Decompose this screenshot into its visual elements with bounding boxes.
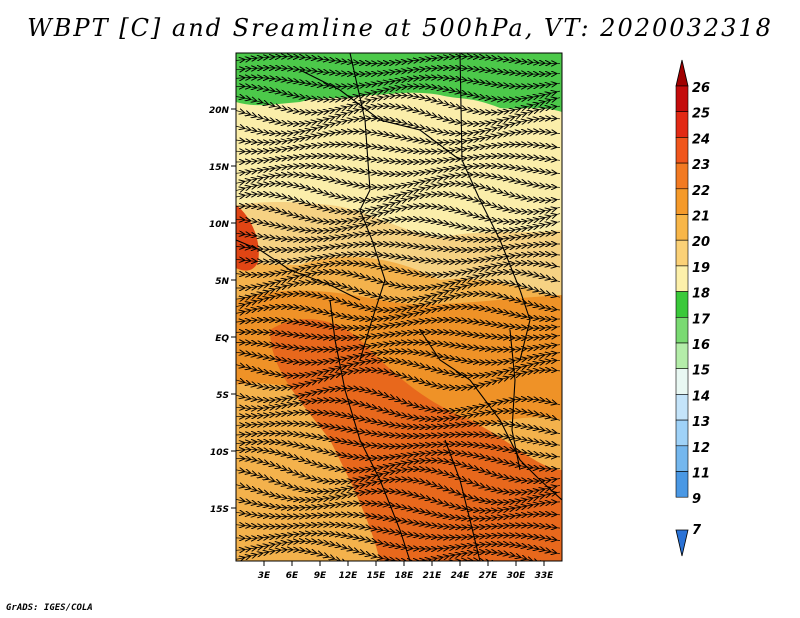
colorbar-label: 19	[692, 261, 710, 276]
colorbar-swatch	[675, 214, 689, 241]
country-borders	[236, 53, 562, 561]
map-frame	[235, 52, 563, 562]
colorbar-label: 14	[692, 389, 710, 404]
country-border	[236, 239, 361, 301]
streamline	[236, 320, 561, 328]
colorbar-label: 7	[692, 523, 702, 538]
country-border	[459, 53, 531, 361]
colorbar-swatch	[675, 162, 689, 190]
country-border	[509, 329, 521, 471]
colorbar-label: 23	[692, 158, 710, 173]
colorbar-label: 24	[692, 132, 710, 147]
lon-label: 3E	[258, 571, 271, 581]
colorbar-swatch	[675, 394, 689, 421]
colorbar-swatch	[675, 239, 689, 267]
country-border	[329, 299, 411, 561]
colorbar-swatch	[675, 342, 689, 370]
colorbar-swatch	[675, 471, 689, 498]
colorbar-swatch	[675, 85, 689, 113]
lon-label: 30E	[507, 571, 527, 581]
longitude-axis: 3E 6E 9E 12E 15E 18E 21E 24E 27E 30E 33E	[258, 561, 554, 581]
lon-label: 24E	[451, 571, 471, 581]
lon-label: 9E	[314, 571, 327, 581]
colorbar-label: 25	[692, 107, 710, 122]
lat-label: 15N	[209, 163, 230, 173]
lat-label: EQ	[215, 334, 229, 344]
lat-label: 5N	[215, 277, 229, 287]
streamlines	[236, 57, 561, 561]
colorbar-swatch	[675, 188, 689, 215]
colorbar-swatch	[675, 316, 689, 344]
colorbar-swatch	[675, 291, 689, 318]
colorbar-label: 20	[692, 235, 710, 250]
streamline	[236, 156, 561, 162]
streamline	[236, 550, 560, 561]
colorbar-label: 18	[692, 287, 710, 302]
colorbar-swatch	[675, 137, 689, 164]
colorbar-label: 16	[692, 338, 710, 353]
lon-label: 33E	[535, 571, 555, 581]
colorbar-top-arrow	[675, 59, 689, 87]
colorbar-label: 9	[692, 492, 701, 507]
colorbar-swatch	[675, 445, 689, 472]
lat-label: 15S	[210, 505, 229, 515]
colorbar-swatch	[675, 368, 689, 395]
map-field	[236, 53, 562, 561]
lon-label: 15E	[367, 571, 387, 581]
streamline	[236, 232, 561, 240]
chart-title: WBPT [C] and Sreamline at 500hPa, VT: 20…	[27, 14, 773, 42]
streamline	[236, 68, 561, 74]
colorbar-label: 11	[692, 467, 710, 482]
colorbar-label: 13	[692, 415, 710, 430]
streamline	[236, 132, 561, 143]
lat-label: 10N	[209, 220, 230, 230]
lon-label: 18E	[395, 571, 415, 581]
colorbar-label: 26	[692, 81, 710, 96]
colorbar-label: 21	[692, 210, 710, 225]
lon-label: 6E	[286, 571, 299, 581]
lon-label: 12E	[339, 571, 359, 581]
country-border	[349, 53, 386, 361]
colorbar: 26 25 24 23 22 21 20 19 18 17 16 15 14 1…	[675, 59, 711, 557]
colorbar-swatch	[675, 265, 689, 292]
lon-label: 21E	[423, 571, 443, 581]
colorbar-label: 22	[692, 184, 710, 199]
colorbar-label: 15	[692, 364, 710, 379]
colorbar-bottom-arrow	[675, 529, 689, 557]
streamline	[236, 144, 561, 151]
country-border	[419, 329, 562, 501]
country-border	[299, 69, 461, 161]
colorbar-label: 17	[692, 312, 711, 327]
grads-credit: GrADS: IGES/COLA	[6, 603, 93, 613]
lat-label: 20N	[209, 106, 230, 116]
colorbar-swatch	[675, 419, 689, 447]
streamline	[236, 57, 561, 64]
lat-label: 10S	[210, 448, 229, 458]
colorbar-swatch	[675, 111, 689, 138]
latitude-axis: 20N 15N 10N 5N EQ 5S 10S 15S	[209, 106, 236, 515]
streamline	[236, 332, 561, 338]
lat-label: 5S	[216, 391, 229, 401]
country-border	[444, 439, 481, 561]
lon-label: 27E	[479, 571, 499, 581]
colorbar-label: 12	[692, 441, 710, 456]
streamline	[236, 244, 560, 250]
